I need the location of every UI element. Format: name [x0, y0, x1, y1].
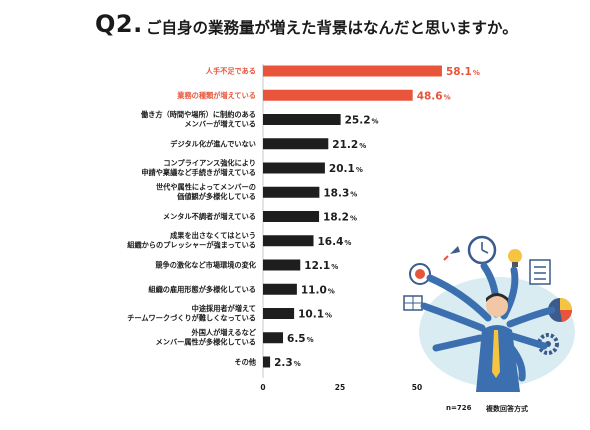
clock-icon [467, 235, 497, 265]
category-label: 成果を出さなくてはという組織からのプレッシャーが強まっている [127, 231, 256, 249]
businessman-multitasking-illustration [403, 235, 575, 392]
bar [263, 259, 301, 271]
data-label: 6.5% [287, 333, 314, 345]
bar [263, 162, 325, 174]
bar [263, 65, 442, 77]
question-number: Q2. [95, 10, 143, 38]
data-label: 18.3% [323, 187, 357, 199]
bar [263, 186, 320, 198]
pie-chart-icon [548, 298, 573, 322]
category-label: 人手不足である [206, 67, 256, 76]
bar [263, 283, 297, 295]
category-label: 世代や属性によってメンバーの価値観が多様化している [156, 183, 256, 201]
data-label: 20.1% [329, 163, 363, 175]
category-label: 組織の雇用形態が多様化している [148, 285, 256, 294]
data-label: 11.0% [301, 284, 335, 296]
spreadsheet-icon [403, 295, 423, 311]
data-label: 2.3% [274, 357, 301, 369]
answer-type-note: 複数回答方式 [486, 405, 528, 413]
x-tick-label: 50 [412, 383, 422, 392]
category-label: 中途採用者が増えてチームワークづくりが難しくなっている [127, 304, 256, 322]
sample-size: n=726 [446, 404, 472, 412]
bar [263, 89, 413, 101]
target-icon [409, 263, 431, 285]
category-label: 外国人が増えるなどメンバー属性が多様化している [156, 328, 257, 346]
category-label: コンプライアンス強化により申請や稟議など手続きが増えている [141, 158, 256, 176]
chart-title: ご自身の業務量が増えた背景はなんだと思いますか。 [146, 19, 518, 37]
data-label: 18.2% [323, 212, 357, 224]
data-label: 25.2% [345, 115, 379, 127]
bar [263, 332, 284, 344]
chart-header: Q2. ご自身の業務量が増えた背景はなんだと思いますか。 [0, 0, 590, 52]
bar [263, 308, 295, 319]
lightbulb-icon [508, 249, 522, 267]
x-tick-label: 0 [260, 383, 265, 392]
bar [263, 235, 314, 247]
category-label: 競争の激化など市場環境の変化 [155, 261, 256, 270]
category-label: メンタル不調者が増えている [163, 212, 256, 221]
category-label: 業務の種類が増えている [176, 91, 256, 100]
data-label: 21.2% [332, 139, 366, 151]
data-label: 12.1% [304, 260, 338, 272]
data-label: 16.4% [318, 236, 352, 248]
bar [263, 138, 329, 150]
category-label: デジタル化が進んでいない [170, 139, 256, 148]
rocket-icon [443, 246, 460, 261]
category-label: 働き方（時間や場所）に制約のあるメンバーが増えている [140, 110, 256, 128]
data-label: 10.1% [298, 309, 332, 321]
category-label: その他 [234, 358, 256, 367]
data-label: 58.1% [446, 66, 480, 78]
data-label: 48.6% [417, 90, 451, 102]
x-tick-label: 25 [335, 383, 345, 392]
bar [263, 211, 320, 222]
bar [263, 356, 271, 368]
bar [263, 114, 341, 125]
checklist-icon [529, 259, 551, 285]
